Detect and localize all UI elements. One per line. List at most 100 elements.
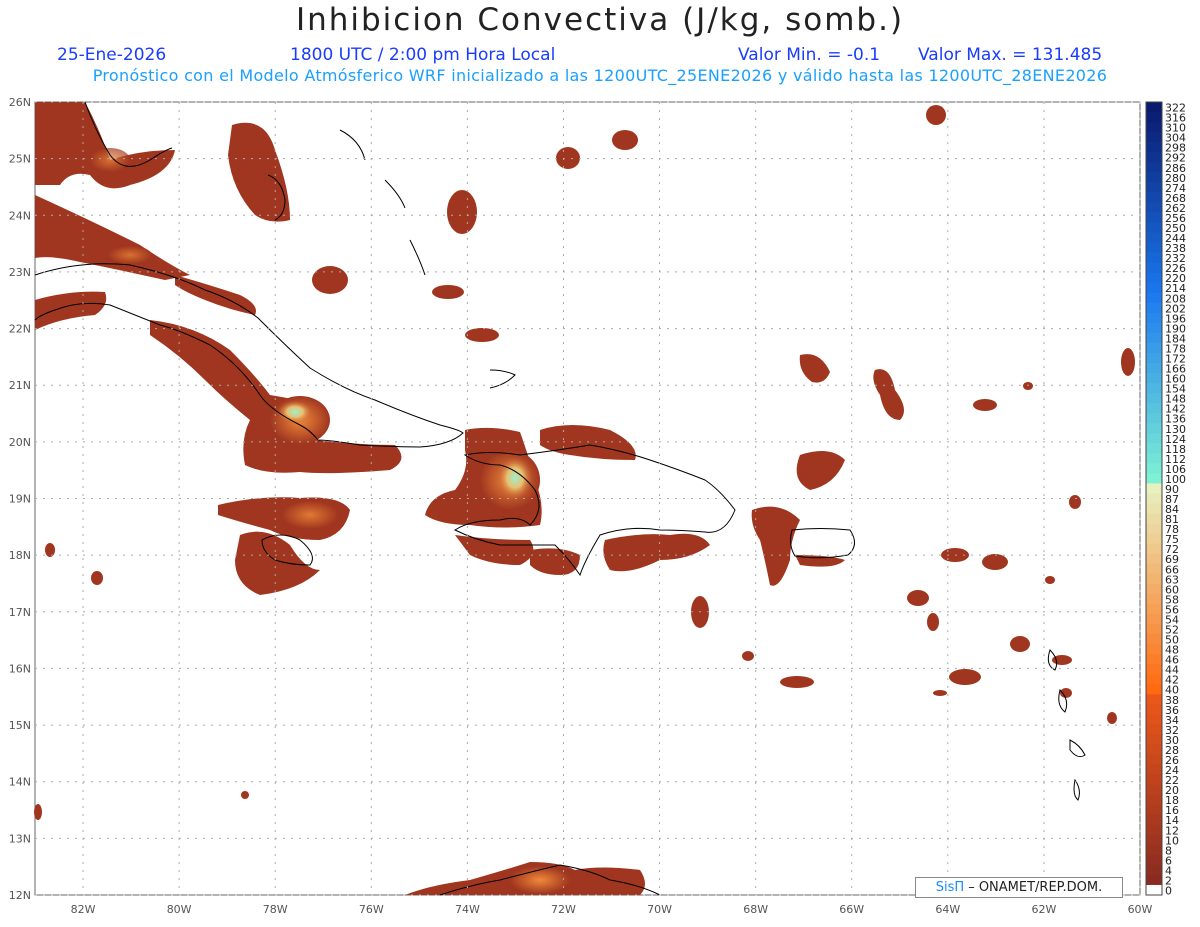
colorbar-label: 154 [1165,383,1186,396]
colorbar-label: 304 [1165,132,1186,145]
forecast-time: 1800 UTC / 2:00 pm Hora Local [290,45,556,65]
max-value: Valor Max. = 131.485 [918,45,1103,65]
colorbar-swatch [1146,403,1162,414]
colorbar-label: 232 [1165,252,1186,265]
colorbar-swatch [1146,804,1162,816]
colorbar-label: 190 [1165,322,1186,335]
coastline-puerto-rico [790,528,855,559]
colorbar-label: 292 [1165,152,1186,165]
colorbar-label: 24 [1165,764,1179,777]
colorbar-swatch [1146,112,1162,123]
colorbar-swatch [1146,734,1162,745]
latitude-tick-label: 19N [9,493,31,506]
forecast-date: 25-Ene-2026 [57,45,167,65]
colorbar-swatch [1146,483,1162,494]
colorbar-frame [1145,101,1163,896]
colorbar-label: 274 [1165,182,1186,195]
cin-hotspot-straits [108,246,152,264]
colorbar-swatch [1146,774,1162,786]
colorbar-swatch [1146,613,1162,625]
colorbar-swatch [1146,674,1162,685]
colorbar-swatch [1146,262,1162,274]
cin-cell [1045,576,1055,584]
cin-cell [907,590,929,606]
colorbar-swatch [1146,282,1162,294]
cin-cell [926,105,946,125]
colorbar-swatch [1146,102,1162,113]
colorbar-label: 322 [1165,102,1186,115]
cin-hotspot-jamaica [282,501,338,529]
colorbar-swatch [1146,202,1162,213]
longitude-tick-label: 60W [1128,903,1153,916]
longitude-tick-label: 70W [647,903,672,916]
colorbar-label: 148 [1165,393,1186,406]
colorbar-label: 81 [1165,513,1179,526]
cin-cell [949,669,981,685]
colorbar-label: 118 [1165,443,1186,456]
cin-maxima [90,148,570,894]
latitude-tick-label: 24N [9,209,31,222]
longitude-labels: 82W 80W 78W 76W 74W 72W 70W 68W 66W 64W 62W 60W [71,903,1153,916]
colorbar-swatch [1146,152,1162,163]
colorbar-label: 60 [1165,583,1179,596]
latitude-tick-label: 17N [9,606,31,619]
latitude-labels: 26N 25N 24N 23N 22N 21N 20N 19N 18N 17N 16N 15N 14N 1… [9,96,31,902]
cin-cell [742,651,754,661]
colorbar-swatch [1146,242,1162,254]
coastline-south-america [439,864,661,896]
cin-cell [927,613,939,631]
cin-cell [1060,688,1072,698]
colorbar-label: 208 [1165,292,1186,305]
cin-cell [34,804,42,820]
cin-cell [45,543,55,557]
cin-cell [1107,712,1117,724]
colorbar-label: 78 [1165,523,1179,536]
coastline-cuba [34,263,464,448]
colorbar-label: 130 [1165,423,1186,436]
colorbar-swatch [1146,543,1162,555]
colorbar-label: 63 [1165,573,1179,586]
colorbar-swatch [1146,563,1162,575]
latitude-tick-label: 12N [9,889,31,902]
model-subtitle: Pronóstico con el Modelo Atmósferico WRF… [92,66,1108,85]
colorbar-swatch [1146,814,1162,826]
coastline-florida [84,101,173,167]
min-value: Valor Min. = -0.1 [738,45,881,65]
colorbar-label: 10 [1165,834,1179,847]
colorbar-swatch [1146,754,1162,766]
colorbar: 3223163103042982922862802742682622562502… [1145,101,1186,898]
colorbar-label: 14 [1165,814,1179,827]
cin-cell [1010,636,1030,652]
latitude-tick-label: 16N [9,662,31,675]
colorbar-swatch [1146,874,1162,886]
colorbar-swatch [1146,393,1162,404]
colorbar-swatch [1146,794,1162,806]
cin-cell [91,571,103,585]
colorbar-label: 142 [1165,403,1186,416]
cin-area-east-19n [796,451,845,490]
longitude-tick-label: 68W [743,903,768,916]
colorbar-swatch [1146,573,1162,585]
cin-area-cuba-east [150,320,402,474]
colorbar-swatch [1146,132,1162,143]
cin-cell [1069,495,1081,509]
longitude-tick-label: 62W [1031,903,1056,916]
colorbar-label: 136 [1165,413,1186,426]
cin-cell [432,285,464,299]
coastline-bahamas-3 [409,239,426,276]
colorbar-swatch [1146,583,1162,595]
cin-peak-cuba [277,400,313,424]
colorbar-swatch [1146,623,1162,635]
colorbar-swatch [1146,122,1162,133]
colorbar-label: 48 [1165,644,1179,657]
map-title: Inhibicion Convectiva (J/kg, somb.) [295,2,905,38]
colorbar-label: 20 [1165,784,1179,797]
colorbar-swatch [1146,644,1162,655]
coastline-andros [267,174,286,221]
colorbar-label: 90 [1165,483,1179,496]
latitude-tick-label: 26N [9,96,31,109]
colorbar-label: 4 [1165,864,1172,877]
longitude-tick-label: 76W [359,903,384,916]
colorbar-label: 244 [1165,232,1186,245]
